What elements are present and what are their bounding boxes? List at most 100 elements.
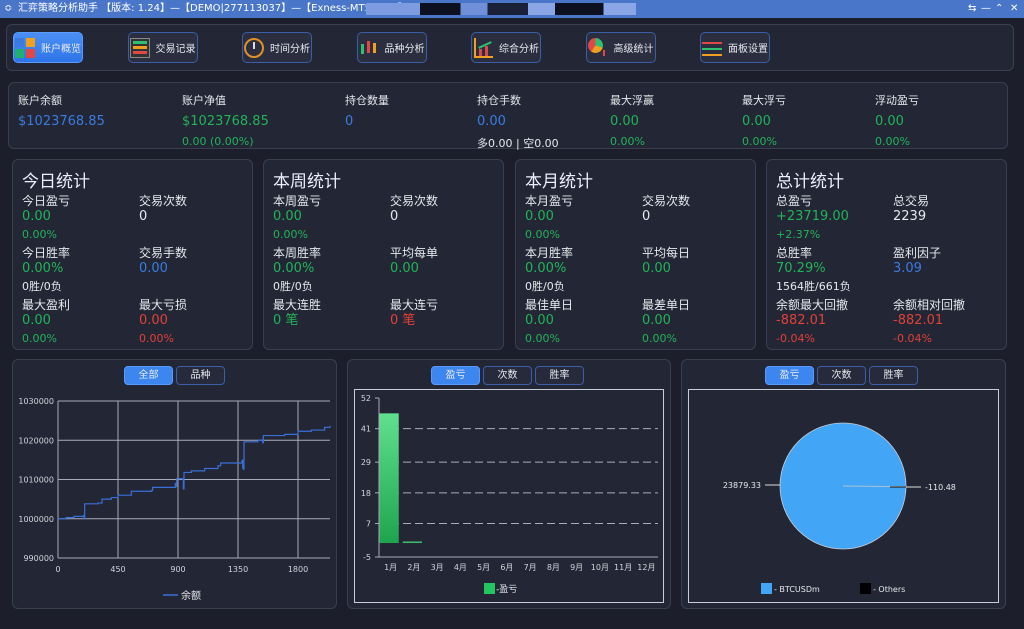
nav-button-0[interactable]: 账户概览 [13, 32, 83, 63]
stat-value: 0 笔 [273, 313, 299, 328]
stat-label: 最佳单日 [525, 298, 574, 312]
metric-label: 账户净值 [182, 94, 226, 107]
stat-sub: 0.00% [273, 228, 308, 241]
x-tick-label: 9月 [570, 563, 583, 572]
stat-label: 本周盈亏 [273, 194, 322, 208]
segment-button[interactable]: 全部 [124, 366, 173, 385]
stat-label: 交易次数 [642, 194, 691, 208]
legend-label: -盈亏 [496, 584, 517, 595]
stat-value: 0.00 [22, 209, 51, 224]
close-button[interactable]: ✕ [1010, 3, 1019, 14]
account-metric: 最大浮赢 0.00 0.00% [610, 92, 654, 148]
legend-swatch [860, 583, 871, 594]
chart-icon [473, 37, 493, 58]
pie-slice [842, 485, 907, 487]
nav-button-5[interactable]: 高级统计 [585, 32, 656, 63]
stat-label: 本月盈亏 [525, 194, 574, 208]
metric-value: 0.00 [875, 114, 904, 129]
segment-button[interactable]: 盈亏 [431, 366, 480, 385]
segment-button[interactable]: 次数 [483, 366, 532, 385]
pin-button[interactable]: ⇆ [968, 3, 977, 14]
x-tick-label: 450 [110, 565, 125, 574]
stat-sub: 0.00% [22, 228, 57, 241]
stat-cell: 最差单日 0.00 0.00% [642, 298, 690, 346]
stat-label: 交易手数 [139, 246, 188, 260]
stat-label: 平均每日 [642, 246, 691, 260]
stat-cell: 平均每单 0.00 [390, 246, 438, 276]
stat-sub: 0.00% [139, 332, 174, 345]
stat-value: 0.00 [273, 209, 302, 224]
metric-value: $1023768.85 [182, 114, 269, 129]
metric-label: 持仓手数 [477, 94, 521, 107]
stat-sub: 0.00% [525, 228, 560, 241]
stat-label: 平均每单 [390, 246, 439, 260]
bar [402, 541, 422, 544]
stat-value: 0 [139, 209, 148, 224]
stat-value: 0.00 [390, 261, 419, 276]
account-metric: 浮动盈亏 0.00 0.00% [875, 92, 919, 148]
stat-sub: -0.04% [776, 332, 815, 345]
stat-label: 最大连胜 [273, 298, 322, 312]
stats-card-3: 总计统计 总盈亏 +23719.00 +2.37% 总交易 2239 总胜率 70.29% 15… [766, 159, 1007, 350]
stat-cell: 今日胜率 0.00% 0胜/0负 [22, 246, 70, 294]
stat-cell: 交易次数 0 [139, 194, 187, 224]
stat-cell: 余额最大回撤 -882.01 -0.04% [776, 298, 848, 346]
stat-cell: 最大连亏 0 笔 [390, 298, 438, 328]
y-tick-label: 18 [361, 489, 371, 498]
clock-icon [244, 37, 264, 58]
nav-button-3[interactable]: 品种分析 [356, 32, 427, 63]
y-tick-label: 41 [361, 425, 371, 434]
x-tick-label: 3月 [431, 563, 444, 572]
y-tick-label: 1020000 [18, 436, 54, 445]
stat-cell: 最大亏损 0.00 0.00% [139, 298, 187, 346]
nav-button-6[interactable]: 面板设置 [700, 32, 770, 63]
stat-label: 交易次数 [390, 194, 439, 208]
segment-button[interactable]: 胜率 [869, 366, 918, 385]
balance-line [58, 425, 331, 520]
x-tick-label: 5月 [477, 563, 490, 572]
stat-value: 0 [390, 209, 399, 224]
segment-button[interactable]: 盈亏 [765, 366, 814, 385]
stat-label: 今日盈亏 [22, 194, 71, 208]
nav-button-4[interactable]: 综合分析 [471, 32, 541, 63]
stat-cell: 总胜率 70.29% 1564胜/661负 [776, 246, 851, 294]
stat-value: 0.00 [139, 313, 168, 328]
stat-cell: 交易手数 0.00 [139, 246, 187, 276]
stat-sub: 1564胜/661负 [776, 280, 851, 293]
nav-label: 面板设置 [728, 44, 768, 55]
y-tick-label: 52 [361, 394, 371, 403]
legend-swatch [761, 583, 772, 594]
stat-label: 最差单日 [642, 298, 691, 312]
nav-button-1[interactable]: 交易记录 [127, 32, 198, 63]
window-title: 汇弈策略分析助手 【版本: 1.24】—【DEMO|277113037】—【Ex… [18, 3, 418, 14]
segment-button[interactable]: 品种 [176, 366, 225, 385]
y-tick-label: 1000000 [18, 515, 54, 524]
metric-value: 0.00 [742, 114, 771, 129]
stats-card-2: 本月统计 本月盈亏 0.00 0.00% 交易次数 0 本月胜率 0.00% 0胜/0负 平均每日… [515, 159, 756, 350]
stat-cell: 本周胜率 0.00% 0胜/0负 [273, 246, 321, 294]
nav-button-2[interactable]: 时间分析 [242, 32, 312, 63]
segment-control: 盈亏 次数 胜率 [765, 366, 918, 385]
stat-label: 本周胜率 [273, 246, 322, 260]
minimize-button[interactable]: — [981, 3, 991, 14]
stat-label: 盈利因子 [893, 246, 942, 260]
x-tick-label: 2月 [407, 563, 420, 572]
metric-sub: 0.00% [610, 135, 645, 148]
stat-label: 最大连亏 [390, 298, 439, 312]
account-metric: 持仓手数 0.00 多0.00 | 空0.00 [477, 92, 559, 151]
y-tick-label: 990000 [23, 554, 54, 563]
metric-label: 持仓数量 [345, 94, 389, 107]
stat-cell: 本周盈亏 0.00 0.00% [273, 194, 321, 242]
stats-card-1: 本周统计 本周盈亏 0.00 0.00% 交易次数 0 本周胜率 0.00% 0胜/0负 平均每单… [263, 159, 504, 350]
account-metric: 账户净值 $1023768.85 0.00 (0.00%) [182, 92, 269, 148]
account-metric: 持仓数量 0 [345, 92, 389, 129]
stat-value: 0.00 [642, 313, 671, 328]
segment-button[interactable]: 胜率 [535, 366, 584, 385]
metric-label: 浮动盈亏 [875, 94, 919, 107]
monthly-chart-panel [347, 359, 671, 609]
stat-sub: 0胜/0负 [525, 280, 565, 293]
x-tick-label: 900 [170, 565, 185, 574]
segment-button[interactable]: 次数 [817, 366, 866, 385]
x-tick-label: 8月 [547, 563, 560, 572]
maximize-button[interactable]: ⌃ [995, 3, 1004, 14]
